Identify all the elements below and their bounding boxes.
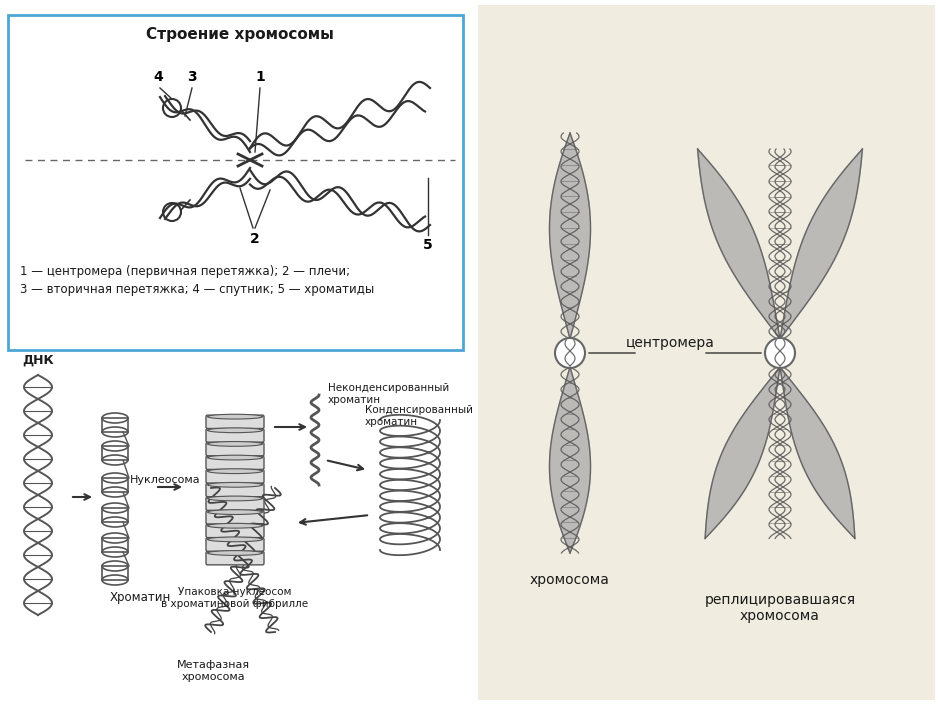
Polygon shape [780,149,862,339]
Circle shape [765,338,795,368]
FancyBboxPatch shape [206,538,264,551]
Text: Строение хромосомы: Строение хромосомы [146,27,334,42]
Polygon shape [550,133,590,339]
FancyBboxPatch shape [206,551,264,565]
FancyBboxPatch shape [206,429,264,442]
Polygon shape [697,149,780,339]
Ellipse shape [208,482,262,487]
Polygon shape [780,367,854,539]
Text: 2: 2 [250,232,259,246]
Ellipse shape [208,496,262,501]
Text: Нуклеосома: Нуклеосома [130,475,200,485]
Text: Неконденсированный
хроматин: Неконденсированный хроматин [328,383,449,405]
FancyBboxPatch shape [206,497,264,510]
Text: 1 — центромера (первичная перетяжка); 2 — плечи;: 1 — центромера (первичная перетяжка); 2 … [20,266,350,278]
Ellipse shape [208,523,262,528]
Ellipse shape [208,469,262,474]
FancyBboxPatch shape [206,415,264,429]
Ellipse shape [208,537,262,541]
Polygon shape [550,367,590,553]
Text: реплицировавшаяся
хромосома: реплицировавшаяся хромосома [704,593,855,623]
Bar [102,538,128,552]
Circle shape [555,338,585,368]
Text: хромосома: хромосома [530,573,610,587]
FancyBboxPatch shape [206,484,264,497]
Text: ДНК: ДНК [23,354,54,367]
Ellipse shape [208,441,262,446]
Ellipse shape [208,428,262,433]
Ellipse shape [208,415,262,419]
FancyBboxPatch shape [206,470,264,483]
Bar [102,508,128,522]
Bar [478,5,935,700]
Text: Конденсированный
хроматин: Конденсированный хроматин [365,405,473,427]
FancyBboxPatch shape [206,525,264,538]
Ellipse shape [208,510,262,515]
FancyBboxPatch shape [206,456,264,470]
Bar [102,418,128,432]
Text: 3 — вторичная перетяжка; 4 — спутник; 5 — хроматиды: 3 — вторичная перетяжка; 4 — спутник; 5 … [20,283,374,297]
Bar [102,446,128,460]
Text: Метафазная
хромосома: Метафазная хромосома [177,660,249,682]
Text: 4: 4 [153,70,163,84]
Ellipse shape [208,551,262,556]
Polygon shape [705,367,780,539]
Bar [102,478,128,492]
FancyBboxPatch shape [8,15,463,350]
Text: 5: 5 [423,238,433,252]
Bar [102,566,128,580]
Text: 1: 1 [255,70,265,84]
FancyBboxPatch shape [206,510,264,524]
Text: Хроматин: Хроматин [110,591,171,603]
Text: 3: 3 [187,70,196,84]
Text: Упаковка нуклеосом
в хроматиновой фибрилле: Упаковка нуклеосом в хроматиновой фибрил… [162,587,308,608]
FancyBboxPatch shape [206,443,264,455]
Text: центромера: центромера [625,336,714,350]
Ellipse shape [208,455,262,460]
